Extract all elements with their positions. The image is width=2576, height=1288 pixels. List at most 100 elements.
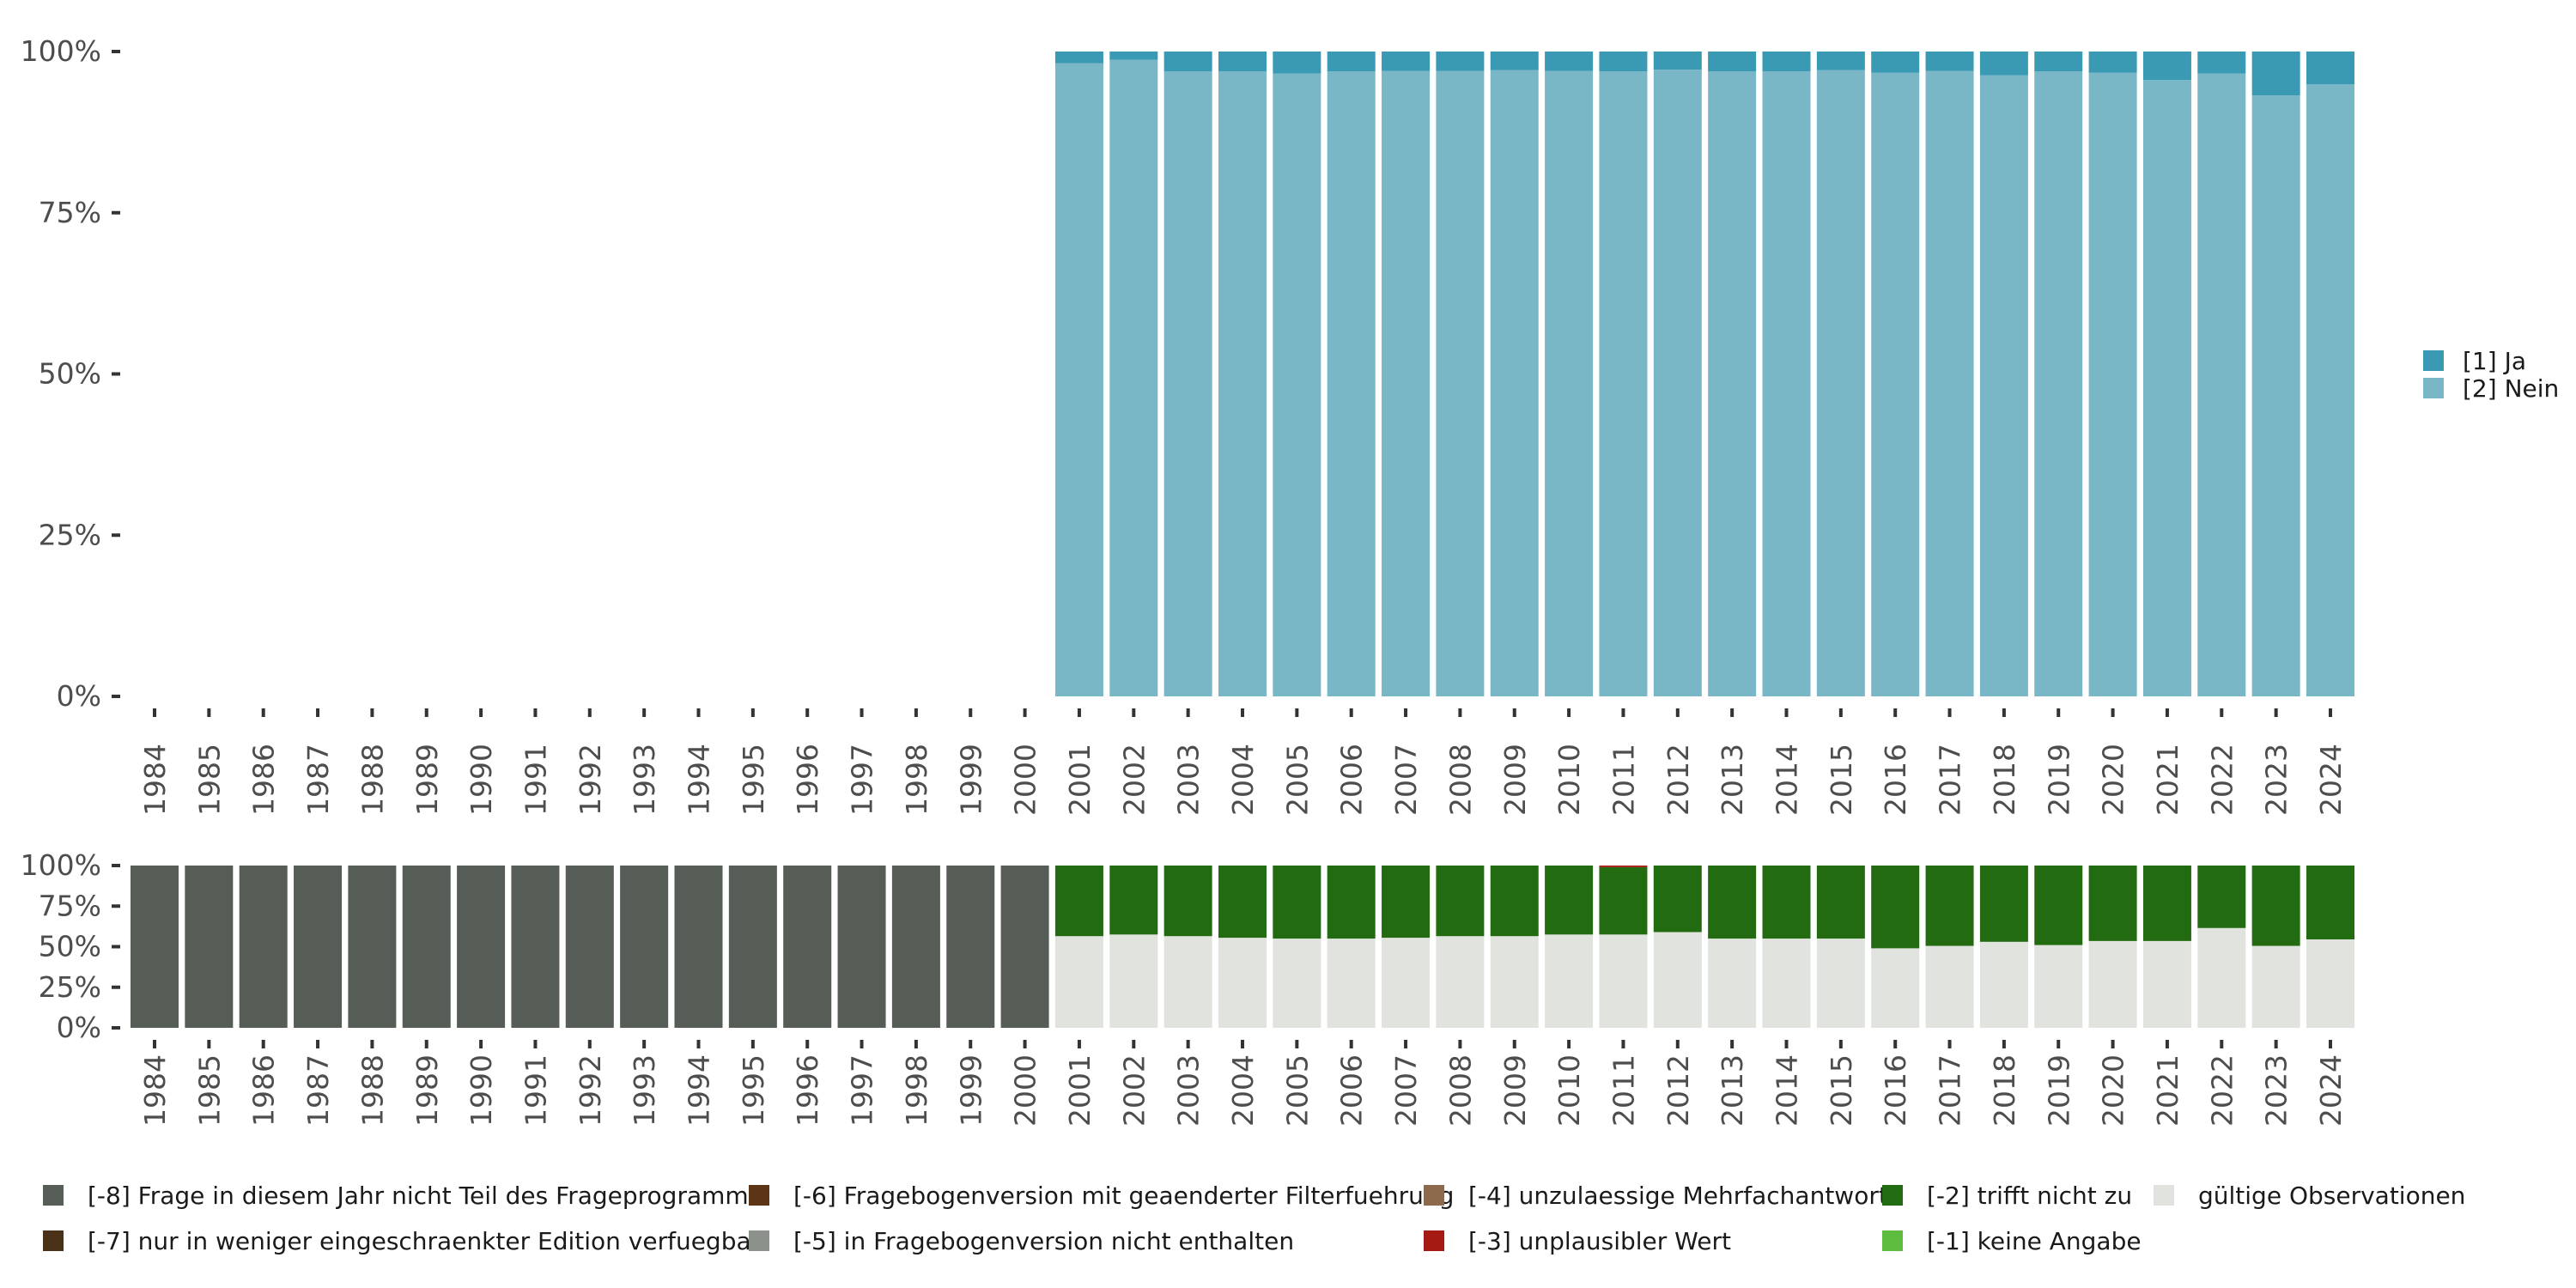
x-tick-label: 2009 <box>1498 744 1532 816</box>
x-tick-label: 2006 <box>1335 744 1369 816</box>
x-tick-label: 2016 <box>1879 744 1912 816</box>
bar-segment-2013-2-trifft-nicht-zu <box>1708 866 1757 939</box>
bar-segment-2003-g-ltige-observationen <box>1163 936 1212 1028</box>
x-tick-label: 2017 <box>1934 744 1967 816</box>
bar-segment-2015-1-ja <box>1816 52 1865 70</box>
bar-segment-2009-2-nein <box>1490 70 1539 696</box>
bar-segment-2002-2-nein <box>1109 59 1158 696</box>
x-tick-label: 2013 <box>1716 1054 1749 1127</box>
x-tick-label: 2017 <box>1934 1054 1967 1127</box>
bar-segment-1994-8-frage-in-diesem-jahr-nicht-teil-des-frageprogramms <box>674 866 723 1028</box>
bar-segment-2017-g-ltige-observationen <box>1925 945 1974 1028</box>
x-tick-label: 1992 <box>574 744 607 816</box>
y-tick-label: 75% <box>39 196 101 229</box>
bar-segment-2016-g-ltige-observationen <box>1871 948 1920 1028</box>
x-tick-label: 1999 <box>954 744 987 816</box>
x-tick-label: 1986 <box>247 1054 281 1127</box>
x-tick-label: 2004 <box>1226 744 1260 816</box>
bar-segment-2022-1-ja <box>2197 52 2246 74</box>
bar-segment-2013-1-ja <box>1708 52 1757 72</box>
x-tick-label: 1985 <box>192 1054 226 1127</box>
bar-segment-1986-8-frage-in-diesem-jahr-nicht-teil-des-frageprogramms <box>239 866 288 1028</box>
bar-segment-2016-2-trifft-nicht-zu <box>1871 866 1920 949</box>
bottom-chart: 0% 25% 50% 75% 100% 1984 1985 1986 1987 1988 1989 1… <box>21 848 2354 1127</box>
bar-segment-2007-2-nein <box>1382 70 1431 696</box>
y-tick-label: 50% <box>39 357 101 391</box>
bar-segment-2009-1-ja <box>1490 52 1539 70</box>
bar-segment-2019-2-nein <box>2034 71 2083 696</box>
x-tick-label: 2001 <box>1063 744 1097 816</box>
bar-segment-2017-2-nein <box>1925 70 1974 696</box>
y-tick-label: 0% <box>57 679 101 713</box>
x-tick-label: 1990 <box>465 1054 498 1127</box>
x-tick-label: 1990 <box>465 744 498 816</box>
x-tick-label: 2014 <box>1771 1054 1804 1127</box>
bar-segment-2012-g-ltige-observationen <box>1653 932 1702 1028</box>
x-tick-label: 2019 <box>2042 744 2075 816</box>
bar-segment-2015-2-nein <box>1816 70 1865 696</box>
x-tick-label: 2006 <box>1335 1054 1369 1127</box>
legend-label: [-5] in Fragebogenversion nicht enthalte… <box>793 1227 1294 1255</box>
legend-label: [-6] Fragebogenversion mit geaenderter F… <box>793 1182 1454 1210</box>
bar-segment-2024-2-nein <box>2306 84 2354 697</box>
x-tick-label: 2003 <box>1172 1054 1206 1127</box>
y-tick-label: 50% <box>39 930 101 963</box>
x-tick-label: 1985 <box>192 744 226 816</box>
bar-segment-2019-g-ltige-observationen <box>2034 945 2083 1028</box>
bar-segment-2000-8-frage-in-diesem-jahr-nicht-teil-des-frageprogramms <box>1000 866 1049 1028</box>
legend-swatch-g-ltige-observationen <box>2154 1185 2174 1206</box>
x-tick-label: 1991 <box>519 744 552 816</box>
legend-label: [-1] keine Angabe <box>1927 1227 2142 1255</box>
bar-segment-2023-g-ltige-observationen <box>2251 945 2300 1028</box>
legend-swatch-5-in-fragebogenversion-nicht-enthalten <box>749 1230 769 1251</box>
x-tick-label: 2000 <box>1009 1054 1042 1127</box>
x-tick-label: 2020 <box>2097 1054 2130 1127</box>
bar-segment-2016-1-ja <box>1871 52 1920 73</box>
y-tick-label: 75% <box>39 889 101 922</box>
x-tick-label: 2023 <box>2260 744 2293 816</box>
legend-label: [-4] unzulaessige Mehrfachantwort <box>1468 1182 1888 1210</box>
bar-segment-2010-1-ja <box>1545 52 1594 71</box>
bar-segment-2020-g-ltige-observationen <box>2088 940 2137 1028</box>
bar-segment-2014-2-nein <box>1762 71 1811 696</box>
x-tick-label: 2010 <box>1552 744 1586 816</box>
x-tick-label: 1988 <box>355 744 389 816</box>
bar-segment-2001-2-trifft-nicht-zu <box>1054 866 1103 937</box>
bar-segment-2006-1-ja <box>1327 52 1376 72</box>
bar-segment-2004-2-nein <box>1218 71 1267 696</box>
bar-segment-2017-2-trifft-nicht-zu <box>1925 866 1974 946</box>
bar-segment-2005-1-ja <box>1273 52 1321 74</box>
top-chart: 0% 25% 50% 75% 100% 1984 1985 1986 1987 1988 1989 1… <box>21 34 2354 816</box>
bar-segment-2015-g-ltige-observationen <box>1816 939 1865 1028</box>
bar-segment-2007-2-trifft-nicht-zu <box>1382 866 1431 939</box>
bar-segment-2004-1-ja <box>1218 52 1267 72</box>
bar-segment-2004-g-ltige-observationen <box>1218 938 1267 1028</box>
bar-segment-2013-g-ltige-observationen <box>1708 939 1757 1028</box>
bar-segment-1996-8-frage-in-diesem-jahr-nicht-teil-des-frageprogramms <box>783 866 832 1028</box>
bar-segment-1998-8-frage-in-diesem-jahr-nicht-teil-des-frageprogramms <box>891 866 940 1028</box>
y-tick-label: 100% <box>21 34 101 68</box>
x-tick-label: 2010 <box>1552 1054 1586 1127</box>
bar-segment-2018-g-ltige-observationen <box>1979 941 2028 1028</box>
bar-segment-2014-g-ltige-observationen <box>1762 939 1811 1028</box>
bar-segment-2021-2-trifft-nicht-zu <box>2142 866 2191 941</box>
legend-label: [1] Ja <box>2463 347 2526 375</box>
x-tick-label: 1989 <box>410 744 444 816</box>
bar-segment-1991-8-frage-in-diesem-jahr-nicht-teil-des-frageprogramms <box>511 866 560 1028</box>
bar-segment-2012-1-ja <box>1653 52 1702 70</box>
bar-segment-2002-g-ltige-observationen <box>1109 934 1158 1028</box>
x-tick-label: 1999 <box>954 1054 987 1127</box>
legend-label: [2] Nein <box>2463 374 2559 403</box>
legend-swatch-3-unplausibler-wert <box>1424 1230 1444 1251</box>
bar-segment-2009-g-ltige-observationen <box>1490 936 1539 1028</box>
x-tick-label: 2018 <box>1988 1054 2021 1127</box>
legend-label: [-8] Frage in diesem Jahr nicht Teil des… <box>88 1182 761 1210</box>
x-tick-label: 1996 <box>791 744 824 816</box>
bar-segment-2005-2-nein <box>1273 73 1321 696</box>
bar-segment-2021-g-ltige-observationen <box>2142 940 2191 1028</box>
bar-segment-2022-2-nein <box>2197 73 2246 696</box>
bar-segment-2007-g-ltige-observationen <box>1382 938 1431 1028</box>
bar-segment-2012-2-nein <box>1653 70 1702 696</box>
x-tick-label: 2004 <box>1226 1054 1260 1127</box>
